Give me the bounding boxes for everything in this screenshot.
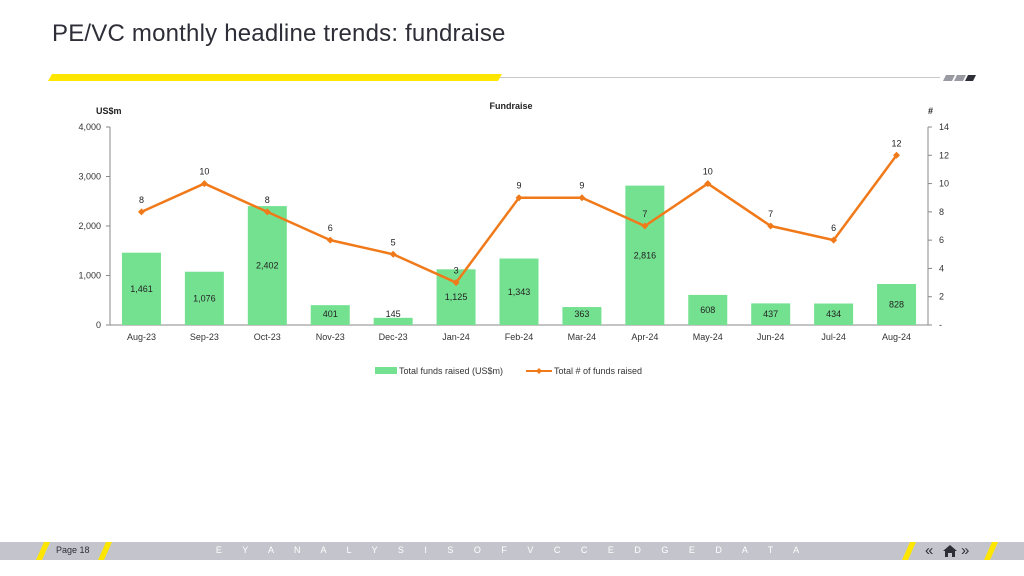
line-point-Jun-24: [767, 222, 775, 230]
y-left-tick-label: 3,000: [78, 172, 101, 182]
bar-value-label: 608: [700, 305, 715, 315]
line-value-label: 9: [516, 181, 521, 191]
legend-swatch-bar: [375, 367, 397, 374]
x-tick-label: Oct-23: [254, 332, 281, 342]
line-point-Apr-24: [641, 222, 649, 230]
x-tick-label: Mar-24: [568, 332, 597, 342]
x-tick-label: Nov-23: [316, 332, 345, 342]
bar-value-label: 828: [889, 300, 904, 310]
line-value-label: 8: [265, 195, 270, 205]
line-point-Dec-23: [389, 250, 397, 258]
y-left-tick-label: 4,000: [78, 122, 101, 132]
line-value-label: 7: [768, 209, 773, 219]
fundraise-chart: Fundraise US$m # 0 1,000 2,000 3,000 4,000 - 2…: [78, 101, 949, 376]
page-number: Page 18: [56, 545, 90, 555]
bar-value-label: 2,402: [256, 261, 279, 271]
line-value-label: 6: [328, 223, 333, 233]
bar-value-label: 1,125: [445, 292, 468, 302]
x-tick-label: Jan-24: [442, 332, 470, 342]
line-value-label: 8: [139, 195, 144, 205]
home-icon[interactable]: [942, 542, 958, 560]
double-chevron-right-icon[interactable]: »: [961, 542, 970, 559]
y-left-tick-label: 0: [96, 320, 101, 330]
footer-tagline: E Y A N A L Y S I S O F V C C E D G E D …: [215, 545, 809, 555]
chart-title: Fundraise: [489, 101, 532, 111]
line-value-label: 3: [454, 266, 459, 276]
title-underline: [48, 74, 976, 81]
bar-Sep-23: [184, 271, 224, 325]
bar-value-label: 1,343: [508, 287, 531, 297]
line-point-Jan-24: [452, 279, 460, 287]
line-point-Aug-24: [893, 151, 901, 159]
x-tick-label: Sep-23: [190, 332, 219, 342]
y-right-tick-label: 8: [939, 207, 944, 217]
x-tick-label: Jul-24: [821, 332, 846, 342]
line-point-Nov-23: [326, 236, 334, 244]
bar-Feb-24: [499, 258, 539, 325]
line-value-label: 5: [391, 237, 396, 247]
y-axis-left-label: US$m: [96, 106, 122, 116]
line-point-May-24: [704, 180, 712, 188]
y-left-tick-label: 2,000: [78, 221, 101, 231]
bar-Nov-23: [310, 305, 350, 325]
line-value-label: 9: [579, 181, 584, 191]
line-value-label: 10: [703, 167, 713, 177]
x-tick-label: Dec-23: [379, 332, 408, 342]
bar-Oct-23: [247, 206, 287, 325]
legend-label-line: Total # of funds raised: [554, 366, 642, 376]
x-tick-label: Apr-24: [631, 332, 658, 342]
bar-value-label: 401: [323, 309, 338, 319]
y-left-tick-label: 1,000: [78, 271, 101, 281]
legend-swatch-marker: [536, 368, 542, 374]
bar-Jun-24: [751, 303, 791, 325]
y-right-tick-label: -: [939, 320, 942, 330]
bar-Apr-24: [625, 185, 665, 325]
x-tick-label: Feb-24: [505, 332, 534, 342]
y-right-tick-label: 10: [939, 179, 949, 189]
x-tick-label: Aug-24: [882, 332, 911, 342]
line-point-Feb-24: [515, 194, 523, 202]
bar-value-label: 1,076: [193, 293, 216, 303]
y-right-tick-label: 12: [939, 150, 949, 160]
double-chevron-left-icon[interactable]: «: [925, 542, 934, 559]
page-title: PE/VC monthly headline trends: fundraise: [52, 20, 506, 47]
bar-Jan-24: [436, 269, 476, 325]
bar-value-label: 145: [386, 309, 401, 319]
line-point-Oct-23: [263, 208, 271, 216]
line-point-Aug-23: [137, 208, 145, 216]
footer-bar: Page 18 E Y A N A L Y S I S O F V C C E …: [0, 542, 1024, 560]
line-value-label: 7: [642, 209, 647, 219]
y-right-tick-label: 4: [939, 263, 944, 273]
y-right-tick-label: 2: [939, 292, 944, 302]
bar-value-label: 1,461: [130, 284, 153, 294]
y-axis-right-label: #: [928, 106, 933, 116]
line-point-Jul-24: [830, 236, 838, 244]
bar-Mar-24: [562, 307, 602, 325]
y-right-tick-label: 14: [939, 122, 949, 132]
chart-legend: Total funds raised (US$m) Total # of fund…: [375, 366, 642, 376]
line-value-label: 10: [199, 167, 209, 177]
bar-Dec-23: [373, 317, 413, 325]
x-tick-label: Aug-23: [127, 332, 156, 342]
bar-Jul-24: [814, 303, 854, 325]
bar-Aug-23: [121, 252, 161, 325]
x-tick-label: Jun-24: [757, 332, 785, 342]
y-right-tick-label: 6: [939, 235, 944, 245]
footer-stripes: [36, 542, 998, 560]
line-value-label: 6: [831, 223, 836, 233]
legend-label-bar: Total funds raised (US$m): [399, 366, 503, 376]
bar-Aug-24: [877, 284, 917, 325]
line-value-label: 12: [892, 138, 902, 148]
line-point-Sep-23: [200, 180, 208, 188]
bar-May-24: [688, 294, 728, 325]
bar-value-label: 437: [763, 309, 778, 319]
line-point-Mar-24: [578, 194, 586, 202]
bar-value-label: 363: [574, 309, 589, 319]
x-tick-label: May-24: [693, 332, 723, 342]
bar-value-label: 2,816: [634, 250, 657, 260]
bar-value-label: 434: [826, 309, 841, 319]
